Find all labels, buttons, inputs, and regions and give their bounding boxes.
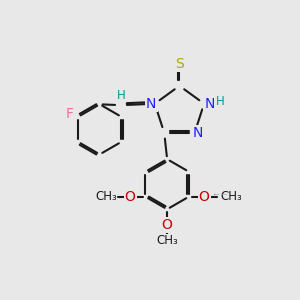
Text: CH₃: CH₃ [95,190,117,203]
Text: CH₃: CH₃ [220,190,242,203]
Text: F: F [66,107,74,121]
Text: N: N [193,126,203,140]
Text: S: S [175,57,184,71]
Text: O: O [162,218,172,232]
Text: N: N [204,97,214,111]
Text: H: H [216,95,225,108]
Text: methoxy: methoxy [214,194,220,195]
Text: H: H [117,89,125,102]
Text: N: N [146,97,157,111]
Text: O: O [125,190,136,204]
Text: methoxy: methoxy [222,194,228,195]
Text: O: O [199,190,210,204]
Text: CH₃: CH₃ [156,234,178,247]
